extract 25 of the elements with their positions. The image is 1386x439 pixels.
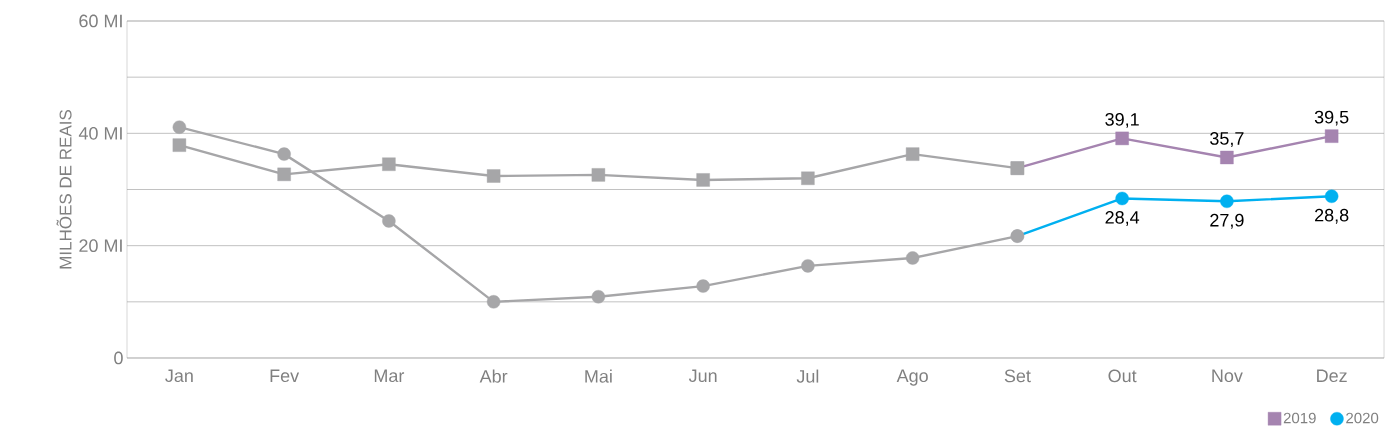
legend-label: 2020 — [1346, 412, 1379, 424]
x-tick-label: Mar — [374, 369, 405, 383]
x-tick-label: Ago — [896, 369, 928, 386]
x-tick-label: Jan — [165, 369, 193, 383]
data-label: 39,1 — [1105, 112, 1139, 128]
x-tick-label: Fev — [270, 369, 300, 383]
data-label: 35,7 — [1210, 132, 1244, 147]
data-label: 27,9 — [1210, 213, 1244, 229]
data-label: 28,4 — [1105, 211, 1140, 226]
data-label: 28,8 — [1315, 208, 1349, 224]
legend-label: 2019 — [1283, 412, 1316, 424]
y-tick-label: 60 MI — [79, 14, 122, 28]
y-tick-label: 20 MI — [79, 239, 122, 253]
y-tick-label: 40 MI — [78, 126, 122, 140]
x-tick-label: Set — [1004, 369, 1031, 383]
x-tick-label: Jul — [796, 369, 819, 383]
x-tick-label: Nov — [1212, 369, 1243, 383]
data-label: 39,5 — [1314, 110, 1349, 126]
y-tick-label: 0 — [114, 351, 123, 365]
x-tick-label: Jun — [688, 369, 717, 383]
x-tick-label: Out — [1108, 369, 1137, 383]
x-tick-label: Abr — [479, 369, 508, 383]
x-tick-label: Mai — [585, 369, 612, 383]
x-tick-label: Dez — [1317, 369, 1347, 383]
y-axis-title: MILHÕES DE REAIS — [56, 110, 72, 269]
